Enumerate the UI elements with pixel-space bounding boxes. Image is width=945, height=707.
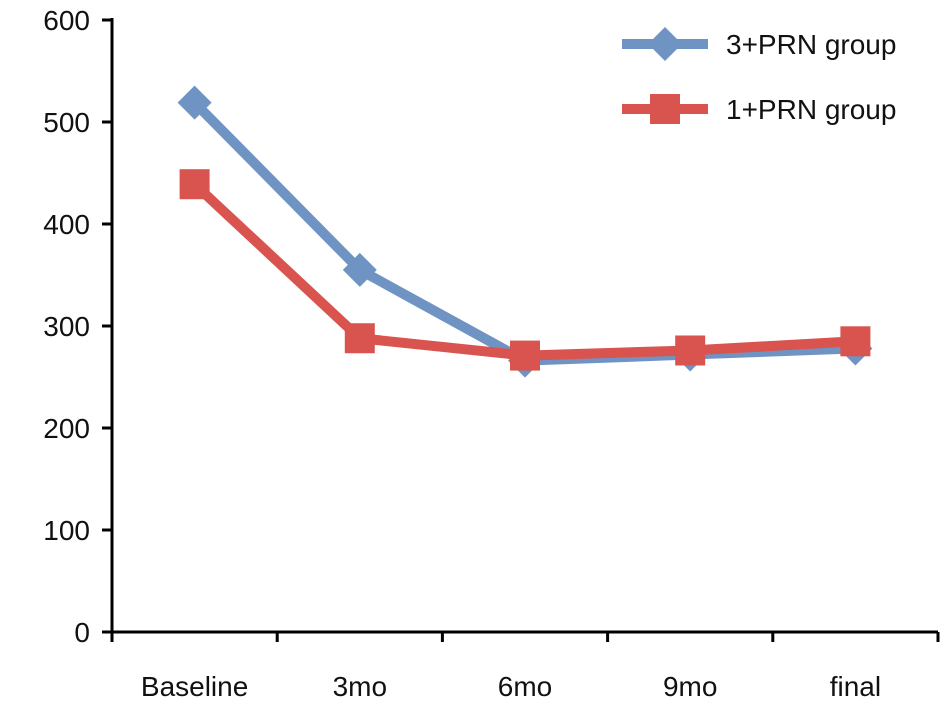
x-tick-label: Baseline [141, 671, 248, 702]
y-tick-label: 400 [43, 209, 90, 240]
data-point [177, 85, 212, 120]
data-point [342, 252, 377, 287]
y-tick-label: 300 [43, 311, 90, 342]
x-tick-label: final [830, 671, 881, 702]
legend-marker [648, 27, 682, 61]
x-tick-label: 9mo [663, 671, 717, 702]
y-tick-label: 500 [43, 107, 90, 138]
y-tick-label: 0 [74, 617, 90, 648]
legend-item-1: 3+PRN group [622, 27, 896, 61]
data-point [344, 323, 375, 354]
series-2 [179, 169, 871, 371]
x-tick-label: 3mo [333, 671, 387, 702]
data-point [510, 340, 540, 371]
legend-label: 1+PRN group [726, 94, 896, 125]
legend: 3+PRN group 1+PRN group [622, 27, 896, 125]
y-tick-label: 200 [43, 413, 90, 444]
series-line [189, 97, 861, 366]
data-point [840, 326, 871, 357]
series-layer [177, 85, 873, 378]
data-point [179, 169, 210, 200]
axes: 0 100 200 300 400 500 600 Baseline 3mo 6mo 9mo fina… [43, 5, 940, 702]
x-tick-label: 6mo [498, 671, 552, 702]
data-point [675, 335, 706, 366]
y-tick-label: 600 [43, 5, 90, 36]
legend-item-2: 1+PRN group [622, 94, 896, 125]
legend-label: 3+PRN group [726, 29, 896, 60]
legend-marker [650, 94, 680, 124]
series-1 [177, 85, 873, 378]
y-tick-label: 100 [43, 515, 90, 546]
